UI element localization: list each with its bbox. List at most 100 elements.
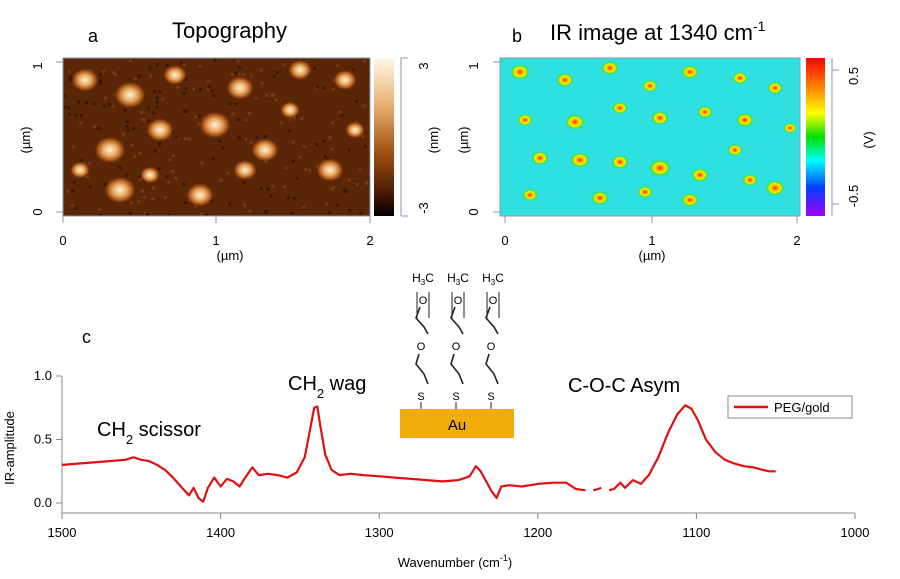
chain-zigzag-2: [415, 353, 429, 385]
topography-noise: [71, 189, 75, 193]
topography-noise: [122, 132, 126, 136]
topography-noise: [183, 63, 187, 67]
chain-oxygen-1: O: [454, 295, 463, 307]
topography-noise: [269, 194, 273, 198]
ir-feature-10: [651, 110, 669, 126]
topography-noise: [237, 72, 241, 76]
ir-feature-18: [691, 167, 709, 183]
topography-noise: [95, 126, 99, 130]
topography-noise: [69, 75, 73, 79]
chain-oxygen-2: O: [417, 341, 426, 353]
topography-noise: [88, 162, 92, 166]
panel-c-xlabel-main: Wavenumber (cm: [398, 555, 500, 570]
topography-noise: [73, 180, 77, 184]
topography-noise: [157, 167, 161, 171]
topography-noise: [332, 87, 336, 91]
gold-substrate: [400, 409, 514, 438]
annotation-ch2-wag: CH2 wag: [288, 373, 366, 401]
topography-noise: [228, 101, 232, 105]
topography-noise: [152, 111, 156, 115]
panel-a-y-tick-label-1: 1: [30, 62, 45, 69]
topography-noise: [236, 60, 240, 64]
topography-noise: [283, 185, 287, 189]
topography-noise: [125, 120, 129, 124]
topography-noise: [174, 176, 178, 180]
topography-noise: [77, 100, 81, 104]
topography-feature-6: [94, 136, 126, 164]
ir-feature-20: [765, 180, 785, 196]
topography-noise: [228, 202, 232, 206]
topography-noise: [130, 143, 134, 147]
panel-c-y-tick-label-2: 1.0: [34, 368, 52, 383]
topography-noise: [200, 161, 204, 165]
peg-chain-2: H3C O O S: [447, 271, 469, 409]
topography-noise: [315, 142, 319, 146]
topography-noise: [244, 117, 248, 121]
topography-noise: [163, 195, 167, 199]
topography-noise: [302, 145, 306, 149]
topography-feature-9: [251, 138, 279, 162]
annotation-ch2-scissor: CH2 scissor: [97, 419, 201, 447]
topography-noise: [194, 115, 198, 119]
chain-oxygen-2: O: [452, 341, 461, 353]
topography-noise: [340, 113, 344, 117]
topography-noise: [243, 204, 247, 208]
topography-noise: [144, 211, 148, 215]
topography-noise: [138, 178, 142, 182]
topography-noise: [351, 68, 355, 72]
panel-a-colorbar-tick-label-top: 3: [416, 62, 431, 69]
legend-label-peg-gold: PEG/gold: [774, 400, 830, 415]
topography-feature-8: [199, 111, 231, 139]
topography-noise: [363, 59, 367, 63]
topography-noise: [272, 75, 276, 79]
panel-c-xlabel: Wavenumber (cm-1): [398, 553, 512, 570]
panel-b-colorbar-tick-label-top: 0.5: [846, 67, 861, 85]
topography-noise: [286, 196, 290, 200]
annotation-coc-asym: C-O-C Asym: [568, 375, 680, 397]
panel-a-colorbar: [374, 58, 394, 216]
topography-noise: [103, 96, 107, 100]
topography-noise: [274, 98, 278, 102]
ir-feature-5: [732, 71, 748, 85]
annotation-wag-sub: 2: [317, 386, 324, 401]
spectrum-segment-2: [608, 404, 776, 492]
panel-a-colorbar-unit: (nm): [426, 127, 441, 154]
topography-noise: [66, 189, 70, 193]
topography-noise: [355, 183, 359, 187]
topography-noise: [197, 114, 201, 118]
topography-noise: [275, 70, 279, 74]
topography-noise: [111, 104, 115, 108]
panel-b-colorbar-unit: (V): [861, 131, 876, 148]
panel-c-x-tick-label-5: 1000: [841, 525, 870, 540]
panel-b-x-unit: (µm): [639, 248, 666, 263]
annotation-scissor-sub: 2: [126, 432, 133, 447]
topography-noise: [165, 63, 169, 67]
peg-molecule-schematic: Au H3C O O S H3C O O S H3C O O S: [400, 271, 514, 438]
panel-b-y-unit: (µm): [456, 127, 471, 154]
topography-noise: [128, 59, 132, 63]
topography-noise: [140, 111, 144, 115]
ir-feature-19: [742, 173, 758, 187]
topography-noise: [248, 209, 252, 213]
topography-noise: [243, 202, 247, 206]
chain-zigzag-1: [450, 306, 464, 335]
topography-noise: [260, 81, 264, 85]
topography-noise: [279, 121, 283, 125]
topography-noise: [259, 187, 263, 191]
topography-noise: [158, 89, 162, 93]
topography-feature-12: [186, 183, 214, 207]
annotation-scissor-rest: scissor: [133, 419, 201, 441]
topography-noise: [68, 79, 72, 83]
topography-noise: [86, 175, 90, 179]
topography-noise: [153, 149, 157, 153]
topography-noise: [335, 64, 339, 68]
chain-zigzag-1: [485, 306, 499, 335]
topography-noise: [93, 125, 97, 129]
topography-noise: [175, 135, 179, 139]
panel-b-y-tick-label-0: 0: [466, 208, 481, 215]
topography-noise: [138, 151, 142, 155]
ir-feature-25: [727, 143, 743, 157]
panel-c-label: c: [82, 327, 91, 347]
topography-noise: [155, 105, 159, 109]
